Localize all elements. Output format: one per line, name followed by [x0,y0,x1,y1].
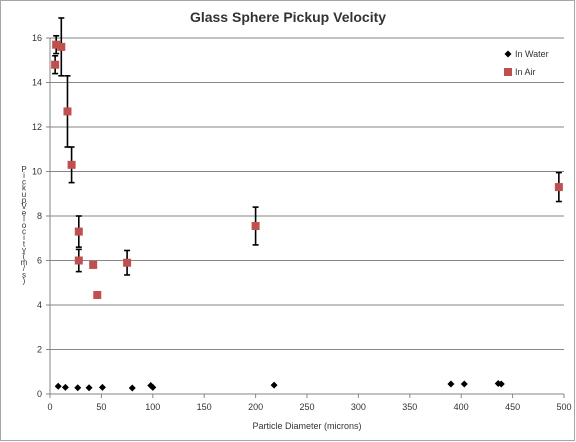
gridlines [50,37,564,350]
y-tick-labels: 0 2 4 6 8 10 12 14 16 [32,33,42,399]
legend-marker-air [504,68,512,76]
y-axis-title-char: l [23,215,25,224]
y-tick-label: 10 [32,167,42,177]
x-tick-label: 200 [248,402,263,412]
y-axis-title-char: ( [23,252,26,261]
air-point [251,222,260,231]
water-point [270,381,278,389]
y-axis-title-char: o [22,221,27,230]
y-axis-title-char: ) [23,277,26,286]
y-axis-title-char: i [23,171,25,180]
y-tick-label: 16 [32,33,42,43]
legend: In Water In Air [504,49,549,77]
axes [46,37,565,398]
y-axis-title-char: e [22,208,27,217]
x-tick-label: 450 [505,402,520,412]
air-point [554,183,563,192]
y-axis-title-char: s [22,270,26,279]
y-axis-title-char: p [22,196,27,205]
y-axis-title-char: m [21,258,28,267]
y-tick-label: 6 [37,256,42,266]
air-point [52,40,61,49]
x-tick-label: 50 [96,402,106,412]
y-tick-label: 8 [37,211,42,221]
x-tick-label: 500 [556,402,571,412]
water-point [74,384,82,392]
legend-label: In Water [515,49,549,59]
y-tick-label: 4 [37,300,42,310]
y-tick-label: 12 [32,122,42,132]
x-tick-label: 250 [299,402,314,412]
x-tick-label: 100 [145,402,160,412]
x-tick-label: 0 [47,402,52,412]
air-point [74,256,83,265]
y-axis-title-char: y [22,246,26,255]
y-axis-title-char: k [22,184,27,193]
x-axis-title: Particle Diameter (microns) [252,421,361,431]
legend-marker-water [504,50,512,58]
air-point [63,107,72,116]
y-axis-title-char: / [23,264,26,273]
legend-label: In Air [515,67,536,77]
water-point [98,383,106,391]
air-point [93,290,102,299]
air-point [57,42,66,51]
air-point [51,60,60,69]
water-point [128,384,136,392]
y-tick-label: 0 [37,389,42,399]
x-tick-label: 150 [197,402,212,412]
data-points [51,40,563,392]
water-point [447,380,455,388]
air-point [74,227,83,236]
air-point [67,160,76,169]
x-tick-label: 350 [402,402,417,412]
water-point [61,383,69,391]
chart-title: Glass Sphere Pickup Velocity [190,9,386,25]
air-point [123,258,132,267]
y-axis-title-char: c [22,227,26,236]
y-axis-title-char: V [21,202,27,211]
x-tick-labels: 0 50 100 150 200 250 300 350 400 450 500 [47,402,571,412]
water-point [149,383,157,391]
water-point [54,382,62,390]
y-tick-label: 14 [32,78,42,88]
y-axis-title-char: u [22,190,26,199]
y-axis-title-char: P [21,165,26,174]
y-axis-title-char: i [23,233,25,242]
air-point [89,260,98,269]
x-tick-label: 400 [454,402,469,412]
x-tick-label: 300 [351,402,366,412]
y-tick-label: 2 [37,345,42,355]
water-point [85,384,93,392]
y-axis-title-char: t [23,239,26,248]
error-bars [52,17,562,276]
y-axis-title-char: c [22,177,26,186]
water-point [497,380,505,388]
water-point [460,380,468,388]
